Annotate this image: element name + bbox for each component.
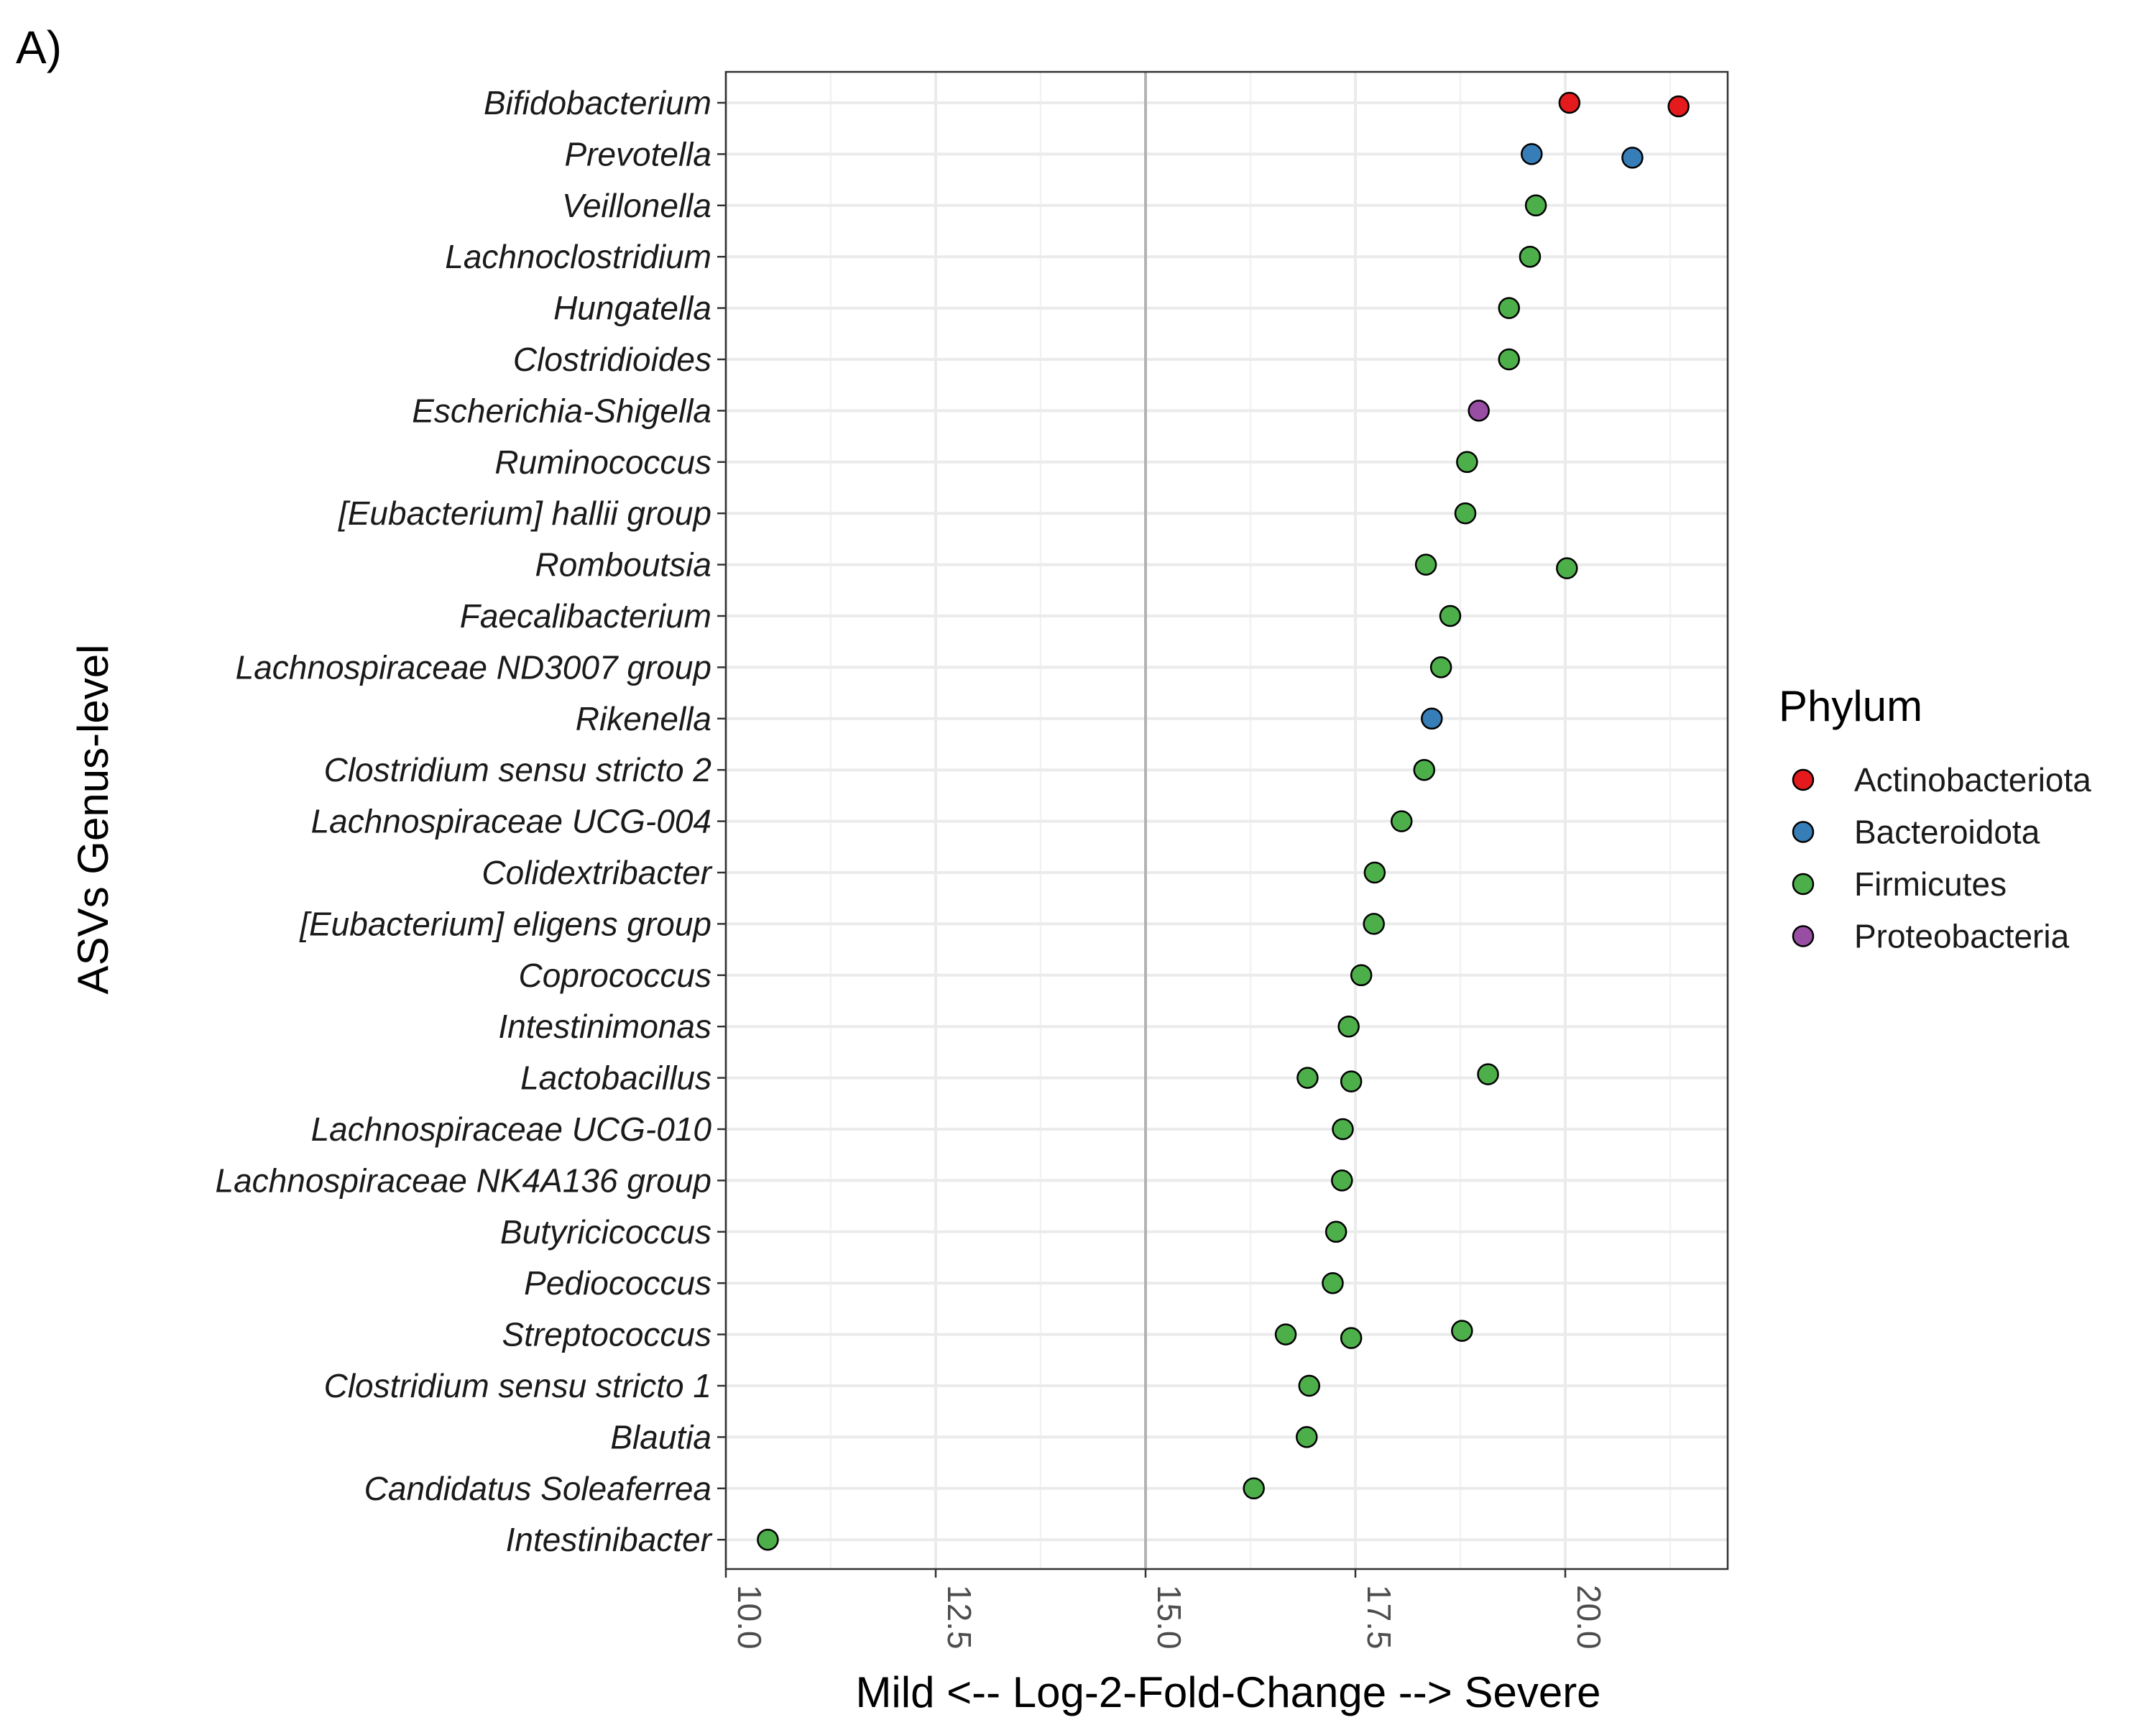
data-point — [1296, 1426, 1318, 1448]
data-point — [1363, 913, 1385, 935]
y-tick-label: Escherichia-Shigella — [412, 392, 711, 429]
data-point — [1468, 400, 1490, 422]
y-tick-label: Intestinimonas — [498, 1008, 711, 1045]
data-point — [1331, 1169, 1353, 1192]
y-tick-label: Lachnospiraceae NK4A136 group — [216, 1162, 712, 1199]
data-point — [1337, 1015, 1360, 1038]
y-tick-label: Prevotella — [564, 135, 711, 172]
data-point — [1439, 604, 1462, 627]
grid-layer — [724, 72, 1728, 1569]
y-tick-label: Veillonella — [562, 187, 711, 224]
x-axis-ticks: 10.0 12.5 15.0 17.5 20.0 — [724, 1569, 1608, 1650]
data-point — [1413, 758, 1436, 781]
data-point — [1667, 95, 1690, 118]
y-tick-label: Lachnospiraceae UCG-004 — [311, 803, 711, 840]
points-layer — [757, 91, 1690, 1551]
data-point — [1296, 1067, 1319, 1089]
y-tick-label: [Eubacterium] hallii group — [338, 494, 711, 532]
legend-label: Firmicutes — [1854, 865, 2007, 903]
data-point — [1519, 245, 1542, 268]
y-tick-label: Blautia — [610, 1418, 711, 1455]
legend-label: Proteobacteria — [1854, 918, 2070, 955]
x-tick-label: 15.0 — [1151, 1585, 1188, 1650]
data-point — [1454, 502, 1477, 525]
legend-swatch — [1792, 768, 1815, 791]
legend-title: Phylum — [1779, 682, 1922, 730]
data-point — [1451, 1320, 1473, 1342]
data-point — [1521, 143, 1543, 165]
legend-swatch — [1792, 821, 1815, 843]
y-tick-label: Hungatella — [553, 290, 711, 327]
y-tick-label: Ruminococcus — [494, 443, 711, 481]
data-point — [1390, 810, 1413, 832]
data-point — [1556, 557, 1578, 579]
data-point — [1340, 1327, 1363, 1349]
data-point — [1414, 553, 1437, 576]
x-tick-label: 10.0 — [731, 1585, 768, 1650]
y-tick-label: Streptococcus — [502, 1316, 711, 1353]
y-tick-label: Lachnoclostridium — [445, 238, 711, 275]
y-tick-label: Rikenella — [576, 700, 711, 737]
y-tick-label: Lachnospiraceae UCG-010 — [311, 1110, 712, 1148]
data-point — [1498, 348, 1520, 371]
x-axis-title: Mild <-- Log-2-Fold-Change --> Severe — [855, 1668, 1600, 1716]
data-point — [1524, 194, 1547, 217]
data-point — [1340, 1070, 1363, 1092]
data-point — [1243, 1477, 1265, 1500]
data-point — [1621, 147, 1644, 169]
y-tick-label: Bifidobacterium — [484, 84, 711, 121]
legend-swatch — [1792, 873, 1815, 896]
x-tick-label: 20.0 — [1570, 1585, 1608, 1650]
data-point — [1332, 1118, 1354, 1141]
y-tick-label: [Eubacterium] eligens group — [299, 905, 711, 942]
data-point — [1325, 1220, 1348, 1243]
y-tick-label: Candidatus Soleaferrea — [364, 1470, 711, 1507]
data-point — [757, 1528, 779, 1551]
legend-label: Bacteroidota — [1854, 814, 2040, 851]
y-tick-label: Faecalibacterium — [460, 597, 711, 635]
y-tick-label: Clostridium sensu stricto 2 — [324, 751, 711, 788]
x-tick-label: 12.5 — [941, 1585, 978, 1650]
y-tick-label: Pediococcus — [524, 1264, 711, 1302]
y-tick-label: Intestinibacter — [506, 1521, 713, 1558]
legend-items: Actinobacteriota Bacteroidota Firmicutes Pr… — [1792, 761, 2091, 955]
y-axis-title: ASVs Genus-level — [69, 645, 117, 995]
data-point — [1350, 964, 1373, 987]
data-point — [1477, 1063, 1499, 1085]
y-tick-label: Coprococcus — [519, 957, 711, 994]
legend-label: Actinobacteriota — [1854, 761, 2091, 799]
data-point — [1322, 1271, 1344, 1294]
y-axis-ticks: Bifidobacterium Prevotella Veillonella Lach… — [216, 84, 726, 1558]
data-point — [1429, 656, 1452, 678]
y-tick-label: Clostridioides — [513, 341, 711, 378]
data-point — [1558, 91, 1581, 114]
x-tick-label: 17.5 — [1360, 1585, 1398, 1650]
y-tick-label: Butyricicoccus — [500, 1213, 711, 1251]
y-tick-label: Lactobacillus — [520, 1059, 711, 1097]
data-point — [1298, 1374, 1321, 1397]
panel-label: A) — [16, 22, 62, 73]
y-tick-label: Colidextribacter — [482, 854, 712, 891]
legend: Phylum Actinobacteriota Bacteroidota Firmi… — [1779, 682, 2091, 955]
data-point — [1498, 297, 1520, 319]
y-tick-label: Clostridium sensu stricto 1 — [324, 1367, 711, 1404]
data-point — [1421, 707, 1443, 730]
data-point — [1456, 451, 1478, 474]
data-point — [1363, 861, 1386, 884]
data-point — [1274, 1323, 1297, 1346]
legend-swatch — [1792, 925, 1815, 947]
y-tick-label: Romboutsia — [535, 546, 711, 584]
y-tick-label: Lachnospiraceae ND3007 group — [236, 648, 711, 686]
